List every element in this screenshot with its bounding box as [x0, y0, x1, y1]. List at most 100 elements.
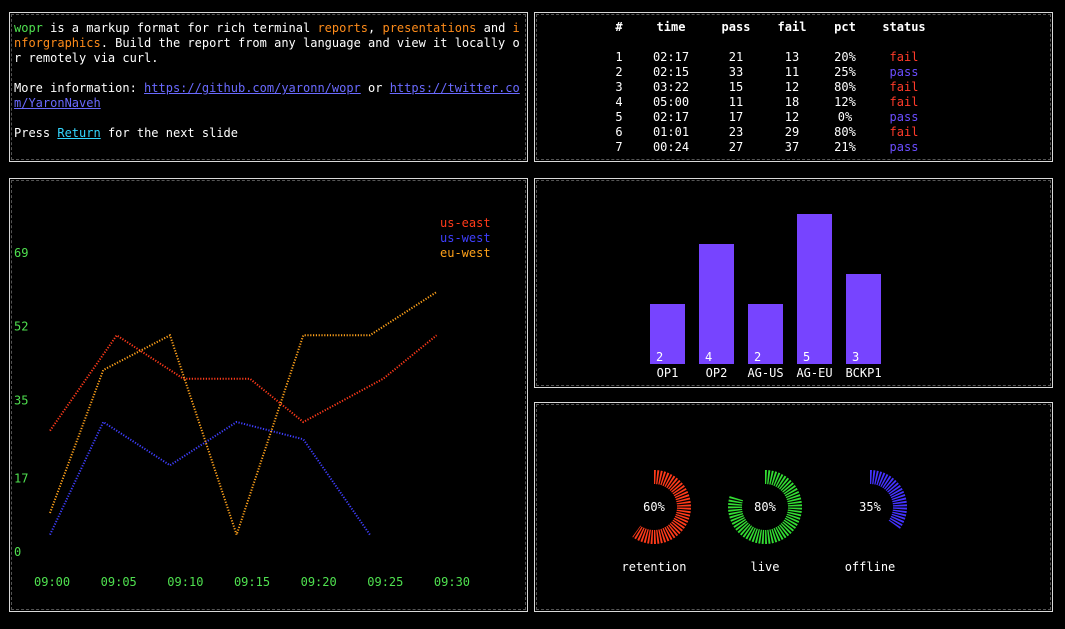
row-pass: 21 [728, 50, 744, 64]
row-pct: 21% [834, 140, 856, 154]
bar-OP2 [699, 244, 734, 364]
bar-category-label: AG-EU [796, 366, 832, 380]
results-table-panel: # time pass fail pct status 1 02:17 21 13 20… [534, 12, 1053, 162]
row-fail: 37 [784, 140, 800, 154]
row-time: 05:00 [652, 95, 690, 109]
bar-value-label: 5 [803, 350, 810, 364]
donut-chart-panel: 60% retention 80% live 35% offline [534, 402, 1053, 612]
y-tick-label: 69 [14, 246, 28, 260]
intro-text-2: . Build the report from any language and… [14, 36, 520, 65]
y-tick-label: 17 [14, 471, 28, 485]
row-index: 5 [615, 110, 623, 124]
bar-value-label: 2 [656, 350, 663, 364]
table-row: 2 02:15 33 11 25% pass [605, 65, 939, 80]
bar-chart-panel: 2 OP1 4 OP2 2 AG-US 5 AG-EU 3 BCKP1 [534, 178, 1053, 388]
row-status: fail [889, 125, 919, 139]
word-reports: reports [317, 21, 369, 35]
row-time: 02:15 [652, 65, 690, 79]
donut-percent-label: 35% [859, 500, 881, 514]
col-header-index: # [615, 20, 623, 34]
bar-OP1 [650, 304, 685, 364]
table-row: 3 03:22 15 12 80% fail [605, 80, 939, 95]
col-header-time: time [656, 20, 686, 34]
donut-arc-retention [632, 470, 691, 544]
intro-comma: , [368, 21, 383, 35]
table-header-row: # time pass fail pct status [605, 20, 939, 35]
table-row: 5 02:17 17 12 0% pass [605, 110, 939, 125]
row-pct: 80% [834, 125, 856, 139]
bar-BCKP1 [846, 274, 881, 364]
return-key-link[interactable]: Return [57, 126, 101, 140]
x-tick-label: 09:30 [434, 575, 470, 589]
row-time: 02:17 [652, 110, 690, 124]
legend-us-east: us-east [440, 216, 491, 230]
row-time: 02:17 [652, 50, 690, 64]
row-status: fail [889, 50, 919, 64]
row-status: pass [889, 140, 919, 154]
x-tick-label: 09:00 [34, 575, 70, 589]
row-pass: 11 [728, 95, 744, 109]
intro-and: and [476, 21, 513, 35]
row-status: pass [889, 110, 919, 124]
row-status: fail [889, 95, 919, 109]
row-time: 01:01 [652, 125, 690, 139]
legend-us-west: us-west [440, 231, 491, 245]
row-time: 03:22 [652, 80, 690, 94]
results-table: # time pass fail pct status 1 02:17 21 13 20… [605, 20, 939, 155]
donut-label-live: live [751, 560, 780, 574]
y-tick-label: 0 [14, 545, 21, 559]
y-tick-label: 52 [14, 320, 28, 334]
bar-AG-US [748, 304, 783, 364]
col-header-fail: fail [777, 20, 807, 34]
x-tick-label: 09:20 [301, 575, 337, 589]
or-text: or [360, 81, 390, 95]
row-pass: 23 [728, 125, 744, 139]
row-pct: 12% [834, 95, 856, 109]
product-name: wopr [14, 21, 43, 35]
row-pct: 20% [834, 50, 856, 64]
press-return-line: Press Return for the next slide [14, 126, 523, 141]
col-header-pct: pct [834, 20, 856, 34]
row-fail: 12 [784, 80, 800, 94]
bar-AG-EU [797, 214, 832, 364]
next-slide-text: for the next slide [100, 126, 238, 140]
intro-description: wopr is a markup format for rich termina… [14, 21, 523, 66]
row-index: 6 [615, 125, 623, 139]
row-pass: 15 [728, 80, 744, 94]
line-chart-panel: 0 17 35 52 69 09:00 09:05 09:10 09:15 09:20 09:25 0… [9, 178, 528, 612]
bar-value-label: 3 [852, 350, 859, 364]
table-row: 1 02:17 21 13 20% fail [605, 50, 939, 65]
x-tick-label: 09:10 [167, 575, 203, 589]
donut-percent-label: 60% [643, 500, 665, 514]
intro-text: is a markup format for rich terminal [42, 21, 318, 35]
bar-category-label: OP1 [657, 366, 679, 380]
x-tick-label: 09:05 [101, 575, 137, 589]
x-tick-label: 09:15 [234, 575, 270, 589]
more-info-line: More information: https://github.com/yar… [14, 81, 523, 111]
word-presentations: presentations [382, 21, 477, 35]
github-link[interactable]: https://github.com/yaronn/wopr [144, 81, 361, 95]
word-infographics: inforgraphics [14, 21, 520, 50]
bar-value-label: 4 [705, 350, 712, 364]
row-index: 1 [615, 50, 623, 64]
table-row: 6 01:01 23 29 80% fail [605, 125, 939, 140]
press-text: Press [14, 126, 58, 140]
row-pct: 0% [837, 110, 853, 124]
row-fail: 18 [784, 95, 800, 109]
more-info-label: More information: [14, 81, 145, 95]
twitter-link[interactable]: https://twitter.com/YaronNaveh [14, 81, 520, 110]
bar-chart: 2 OP1 4 OP2 2 AG-US 5 AG-EU 3 BCKP1 [650, 214, 882, 380]
donut-percent-label: 80% [754, 500, 776, 514]
col-header-status: status [882, 20, 926, 34]
donut-charts: 60% retention 80% live 35% offline [621, 470, 907, 574]
intro-panel: wopr is a markup format for rich termina… [9, 12, 528, 162]
y-tick-label: 35 [14, 393, 28, 407]
row-index: 3 [615, 80, 623, 94]
x-tick-label: 09:25 [367, 575, 403, 589]
row-pass: 33 [728, 65, 744, 79]
row-status: pass [889, 65, 919, 79]
row-pass: 27 [728, 140, 744, 154]
legend-eu-west: eu-west [440, 246, 491, 260]
row-fail: 12 [784, 110, 800, 124]
series-line-eu-west [49, 291, 438, 538]
